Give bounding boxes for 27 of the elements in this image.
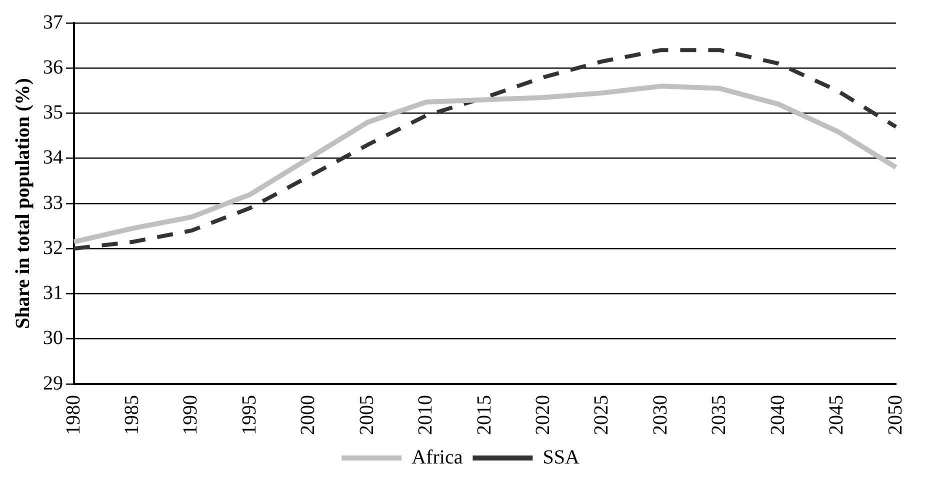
x-tick-label: 2020 bbox=[532, 395, 554, 435]
y-tick-label: 29 bbox=[43, 372, 63, 394]
x-tick-label: 2050 bbox=[884, 395, 906, 435]
y-tick-label: 33 bbox=[43, 192, 63, 214]
y-tick-label: 34 bbox=[43, 146, 63, 169]
y-tick-label: 36 bbox=[43, 56, 63, 78]
x-tick-label: 1980 bbox=[62, 395, 84, 435]
x-tick-label: 1990 bbox=[180, 395, 202, 435]
x-tick-label: 1985 bbox=[120, 395, 143, 435]
y-tick-label: 37 bbox=[43, 11, 63, 34]
y-axis-title: Share in total population (%) bbox=[12, 78, 34, 329]
y-tick-label: 32 bbox=[43, 236, 63, 259]
y-tick-label: 30 bbox=[43, 327, 63, 350]
x-tick-label: 1995 bbox=[238, 395, 260, 435]
x-tick-label: 2045 bbox=[826, 395, 848, 435]
legend-label: Africa bbox=[412, 446, 463, 468]
y-tick-label: 35 bbox=[43, 102, 63, 124]
y-tick-label: 31 bbox=[43, 282, 63, 304]
x-tick-label: 2040 bbox=[766, 395, 789, 435]
x-tick-label: 2025 bbox=[590, 395, 613, 435]
x-tick-label: 2005 bbox=[356, 395, 378, 435]
x-tick-label: 2000 bbox=[297, 395, 320, 435]
x-tick-label: 2030 bbox=[649, 395, 672, 435]
x-tick-label: 2010 bbox=[414, 395, 437, 435]
x-tick-label: 2015 bbox=[473, 395, 496, 435]
x-tick-label: 2035 bbox=[708, 395, 730, 435]
legend-label: SSA bbox=[542, 446, 580, 468]
